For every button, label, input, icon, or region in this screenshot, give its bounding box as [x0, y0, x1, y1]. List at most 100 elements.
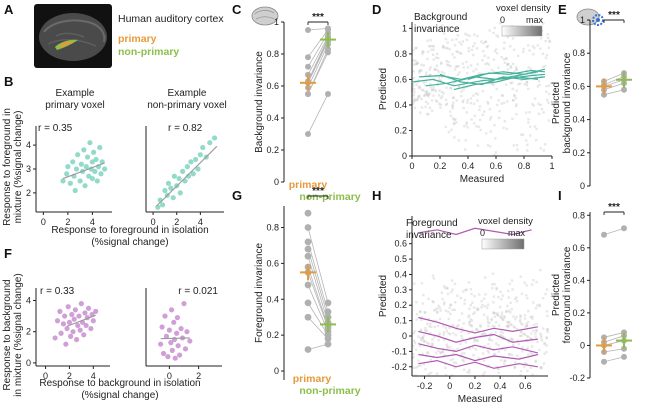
- y-tick-label: 0.6: [266, 81, 279, 91]
- density-cell: [459, 296, 462, 300]
- density-cell: [420, 106, 424, 109]
- density-cell: [451, 38, 454, 42]
- density-cell: [482, 78, 485, 82]
- data-point: [175, 343, 181, 349]
- data-point: [84, 154, 91, 160]
- density-cell: [465, 111, 469, 114]
- data-point: [176, 175, 182, 182]
- density-cell: [507, 309, 511, 313]
- density-cell: [430, 325, 433, 328]
- data-point: [177, 352, 183, 358]
- density-cell: [486, 44, 490, 48]
- density-cell: [523, 333, 527, 336]
- density-cell: [506, 320, 509, 324]
- density-cell: [435, 64, 439, 68]
- x-axis-label: Measured: [460, 174, 504, 185]
- density-cell: [437, 70, 440, 74]
- density-cell: [463, 298, 467, 302]
- density-cell: [506, 325, 510, 329]
- density-cell: [545, 344, 548, 347]
- density-cell: [503, 336, 506, 339]
- density-cell: [520, 292, 524, 296]
- density-cell: [466, 33, 469, 37]
- density-cell: [453, 308, 456, 312]
- density-cell: [546, 314, 549, 318]
- density-cell: [500, 94, 504, 97]
- density-cell: [452, 96, 455, 99]
- y-tick-label: 0: [274, 177, 279, 187]
- series-line: [411, 73, 546, 87]
- density-cell: [512, 325, 516, 328]
- density-cell: [482, 313, 486, 316]
- density-cell: [503, 316, 506, 319]
- y-tick-label: 0.2: [572, 308, 585, 318]
- density-cell: [458, 319, 461, 322]
- density-cell: [526, 297, 529, 300]
- density-cell: [531, 315, 534, 318]
- density-cell: [545, 336, 548, 339]
- density-cell: [540, 334, 543, 337]
- density-cell: [492, 80, 495, 83]
- density-cell: [530, 332, 533, 335]
- density-cell: [481, 113, 485, 116]
- panel-b-left-title-1: Example: [56, 88, 95, 99]
- density-cell: [549, 81, 553, 85]
- pair-line: [307, 302, 329, 336]
- density-cell: [525, 81, 529, 84]
- density-cell: [414, 374, 417, 377]
- density-cell: [442, 331, 446, 334]
- density-cell: [462, 322, 465, 325]
- panel-h-colorbar: [481, 238, 525, 250]
- density-cell: [427, 342, 431, 345]
- density-cell: [470, 292, 473, 296]
- panel-b-ylabel-2: mixture (%signal change): [13, 111, 24, 224]
- density-cell: [506, 289, 510, 293]
- density-cell: [515, 68, 518, 71]
- density-cell: [495, 313, 499, 317]
- data-point: [72, 187, 78, 194]
- density-cell: [440, 71, 444, 74]
- density-cell: [526, 346, 529, 350]
- data-point: [60, 321, 67, 327]
- density-cell: [443, 286, 447, 290]
- density-cell: [523, 281, 526, 284]
- data-point: [160, 350, 167, 357]
- density-cell: [476, 93, 480, 96]
- data-point: [102, 166, 108, 172]
- density-cell: [545, 288, 549, 291]
- data-point: [89, 159, 95, 165]
- density-cell: [493, 26, 496, 30]
- density-cell: [430, 88, 434, 92]
- x-tick-label: 0.8: [518, 161, 531, 171]
- density-cell: [486, 318, 489, 321]
- data-point: [211, 135, 218, 141]
- density-cell: [490, 317, 493, 321]
- density-cell: [452, 352, 455, 356]
- density-cell: [429, 74, 432, 77]
- density-cell: [428, 106, 432, 110]
- plot-title: Background: [414, 12, 467, 23]
- density-cell: [518, 320, 522, 323]
- pair-line: [603, 335, 625, 343]
- density-cell: [505, 127, 509, 131]
- density-cell: [500, 56, 503, 59]
- y-tick-label: 0.2: [394, 300, 407, 310]
- density-cell: [531, 301, 535, 304]
- density-cell: [458, 51, 462, 55]
- y-tick-label: 0: [580, 340, 585, 350]
- density-cell: [480, 299, 483, 303]
- density-cell: [537, 79, 541, 83]
- density-cell: [438, 89, 441, 92]
- density-cell: [533, 97, 537, 100]
- density-cell: [412, 76, 416, 80]
- density-cell: [441, 350, 444, 354]
- density-cell: [418, 69, 422, 72]
- panel-letter-f: F: [4, 246, 12, 261]
- primary-point: [304, 245, 312, 253]
- density-cell: [464, 32, 467, 36]
- density-cell: [519, 318, 522, 321]
- density-cell: [451, 53, 454, 56]
- density-cell: [426, 39, 429, 42]
- density-cell: [535, 127, 538, 131]
